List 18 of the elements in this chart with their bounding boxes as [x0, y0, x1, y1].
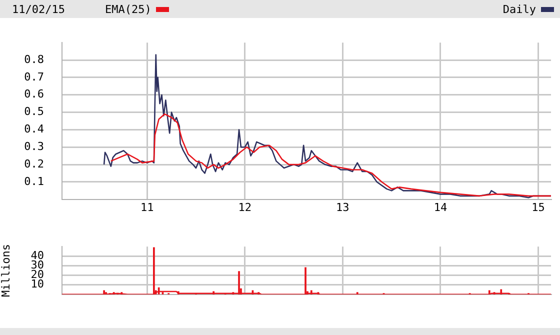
x-tick-label: 14 — [434, 200, 448, 214]
y-tick-label: 0.8 — [24, 52, 44, 66]
legend-label: Daily — [502, 2, 536, 16]
x-tick-label: 15 — [532, 200, 545, 214]
y-axis-title: Millions — [0, 244, 12, 297]
y-tick-label: 0.2 — [24, 157, 44, 170]
chart-title: 11/02/15 — [12, 2, 65, 16]
y-tick-label: 0.6 — [24, 88, 44, 101]
x-tick-label: 12 — [238, 200, 252, 214]
y-tick-label: 0.3 — [24, 140, 44, 153]
x-tick-label: 13 — [336, 200, 350, 214]
y-tick-label: 0.1 — [24, 174, 44, 188]
legend-label: EMA(25) — [104, 2, 152, 16]
y-tick-label: 0.5 — [24, 105, 44, 118]
y-tick-label: 10 — [30, 278, 44, 291]
x-tick-label: 11 — [140, 200, 154, 214]
y-tick-label: 0.4 — [24, 122, 44, 136]
y-tick-label: 0.7 — [24, 70, 44, 84]
